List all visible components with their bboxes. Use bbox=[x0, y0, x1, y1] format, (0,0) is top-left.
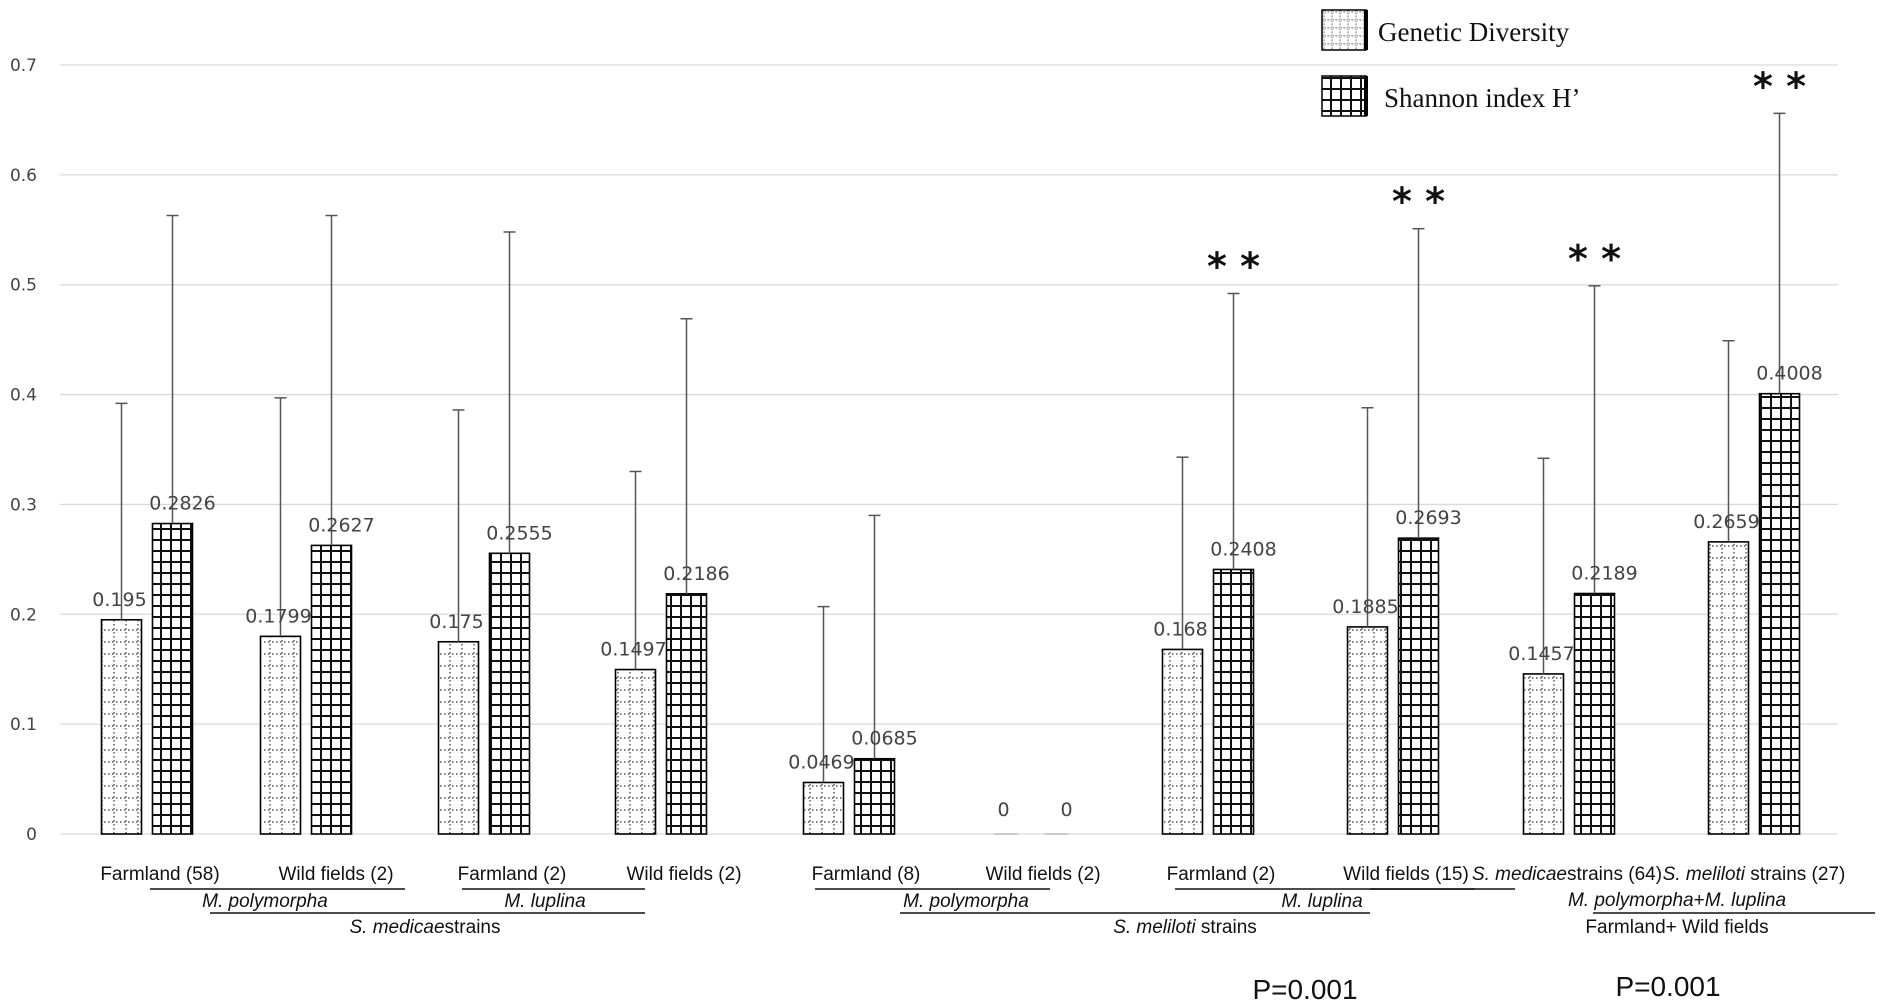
bar-genetic-diversity bbox=[1346, 626, 1389, 835]
group-label: S. meliloti strains bbox=[1113, 917, 1257, 938]
y-tick-label: 0.5 bbox=[10, 276, 37, 296]
significance-marker: * * bbox=[1568, 237, 1621, 281]
legend-label: Genetic Diversity bbox=[1378, 17, 1570, 47]
y-axis-ticks: 0 0.1 0.2 0.3 0.4 0.5 0.6 0.7 bbox=[10, 56, 37, 845]
y-tick-label: 0 bbox=[26, 825, 37, 845]
y-tick-label: 0.6 bbox=[10, 166, 37, 186]
bar-genetic-diversity bbox=[100, 618, 143, 835]
data-label: 0.1457 bbox=[1508, 643, 1574, 665]
legend: Genetic Diversity Shannon index H’ bbox=[1321, 9, 1580, 117]
significance-marker: * * bbox=[1207, 245, 1260, 289]
group-label: M. polymorpha bbox=[202, 891, 328, 912]
data-label: 0 bbox=[1060, 799, 1072, 821]
bar-genetic-diversity bbox=[437, 640, 480, 835]
y-tick-label: 0.2 bbox=[10, 605, 37, 625]
bar-genetic-diversity bbox=[1161, 648, 1204, 835]
category-label: Wild fields (2) bbox=[278, 864, 393, 885]
category-label: Farmland (8) bbox=[812, 864, 921, 885]
bar-shannon-index bbox=[665, 593, 708, 835]
bar-genetic-diversity bbox=[1707, 541, 1750, 835]
category-label: Farmland (58) bbox=[100, 864, 219, 885]
data-label: 0.2408 bbox=[1210, 538, 1276, 560]
bar-shannon-index bbox=[1397, 537, 1440, 835]
group-label: Farmland+ Wild fields bbox=[1585, 917, 1768, 938]
significance-marker: * * bbox=[1753, 64, 1806, 108]
data-label: 0.168 bbox=[1153, 618, 1207, 640]
bar-shannon-index bbox=[1758, 392, 1801, 835]
bar-genetic-diversity bbox=[259, 635, 302, 835]
bar-shannon-index bbox=[1212, 568, 1255, 835]
bar-genetic-diversity bbox=[614, 668, 657, 835]
category-label: Farmland (2) bbox=[458, 864, 567, 885]
data-label: 0.4008 bbox=[1756, 363, 1822, 385]
significance-marker: * * bbox=[1392, 180, 1445, 224]
data-label: 0 bbox=[997, 799, 1009, 821]
gridlines bbox=[60, 64, 1838, 835]
group-label: M. luplina bbox=[504, 891, 585, 912]
bar-genetic-diversity bbox=[802, 781, 845, 835]
legend-swatch bbox=[1321, 75, 1367, 117]
category-label: S. medicaestrains (64) bbox=[1472, 864, 1662, 885]
data-label: 0.2659 bbox=[1693, 511, 1759, 533]
group-label: M. polymorpha bbox=[903, 891, 1029, 912]
group-label: S. medicaestrains bbox=[349, 917, 500, 938]
group-label: M. luplina bbox=[1281, 891, 1362, 912]
y-tick-label: 0.1 bbox=[10, 715, 37, 735]
data-label: 0.2693 bbox=[1395, 507, 1461, 529]
y-tick-label: 0.4 bbox=[10, 386, 37, 406]
legend-label: Shannon index H’ bbox=[1384, 83, 1580, 113]
category-label: Farmland (2) bbox=[1167, 864, 1276, 885]
data-label: 0.0685 bbox=[851, 728, 917, 750]
category-label: Wild fields (2) bbox=[626, 864, 741, 885]
group-label: M. polymorpha+M. luplina bbox=[1568, 890, 1786, 911]
y-tick-label: 0.3 bbox=[10, 495, 37, 515]
data-label: 0.2186 bbox=[663, 563, 729, 585]
bars: 0.195 0.1799 0.175 0.1497 0.0469 0 0.168 0.1885… bbox=[92, 64, 1823, 835]
bar-shannon-index bbox=[1573, 592, 1616, 835]
x-axis-labels: Farmland (58) Wild fields (2) Farmland (2)… bbox=[100, 864, 1875, 938]
p-values: P=0.001 P=0.001 bbox=[1252, 971, 1720, 1005]
data-label: 0.1799 bbox=[245, 605, 311, 627]
data-label: 0.175 bbox=[429, 611, 483, 633]
p-value: P=0.001 bbox=[1252, 974, 1357, 1005]
category-label: S. meliloti strains (27) bbox=[1663, 864, 1846, 885]
bar-shannon-index bbox=[151, 522, 194, 835]
y-tick-label: 0.7 bbox=[10, 56, 37, 76]
category-label: Wild fields (2) bbox=[985, 864, 1100, 885]
data-label: 0.2826 bbox=[149, 493, 215, 515]
legend-swatch bbox=[1321, 9, 1367, 51]
category-label: Wild fields (15) bbox=[1343, 864, 1469, 885]
bar-genetic-diversity bbox=[1522, 673, 1565, 835]
data-label: 0.1885 bbox=[1332, 596, 1398, 618]
data-label: 0.0469 bbox=[788, 751, 854, 773]
p-value: P=0.001 bbox=[1615, 971, 1720, 1002]
data-label: 0.195 bbox=[92, 589, 146, 611]
data-label: 0.2555 bbox=[486, 522, 552, 544]
bar-shannon-index bbox=[853, 757, 896, 835]
data-label: 0.2627 bbox=[308, 514, 374, 536]
data-label: 0.1497 bbox=[600, 639, 666, 661]
bar-shannon-index bbox=[310, 544, 353, 835]
bar-shannon-index bbox=[488, 552, 531, 835]
data-label: 0.2189 bbox=[1571, 563, 1637, 585]
